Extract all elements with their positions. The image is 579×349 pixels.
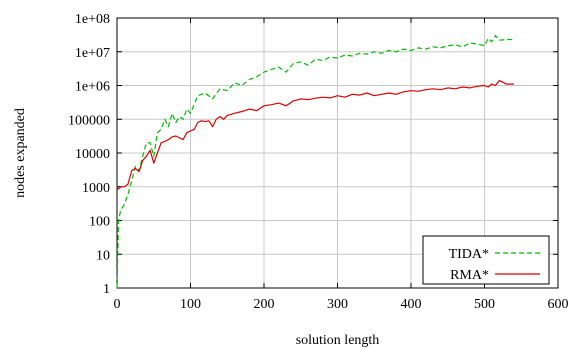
grid — [117, 18, 558, 288]
y-tick-label: 10 — [96, 248, 110, 263]
y-axis-title: nodes expanded — [13, 108, 28, 198]
y-tick-label: 10000 — [75, 147, 110, 162]
y-tick-label: 1e+07 — [75, 46, 110, 61]
x-tick-label: 400 — [401, 297, 422, 312]
x-tick-label: 600 — [548, 297, 569, 312]
y-tick-label: 1 — [103, 282, 110, 297]
y-tick-label: 100000 — [68, 113, 110, 128]
y-tick-label: 1000 — [82, 181, 110, 196]
x-tick-label: 100 — [180, 297, 201, 312]
y-tick-label: 1e+08 — [75, 12, 110, 27]
y-tick-label: 100 — [89, 215, 110, 230]
series-line-rma — [116, 79, 514, 191]
series-layer — [116, 34, 514, 289]
series-line-tida — [116, 34, 514, 289]
legend-box — [422, 235, 550, 285]
x-tick-label: 0 — [114, 297, 121, 312]
x-tick-label: 300 — [327, 297, 348, 312]
legend-label-rma: RMA* — [450, 268, 489, 283]
x-axis-title: solution length — [296, 333, 380, 348]
x-tick-label: 200 — [254, 297, 275, 312]
ticks: 0 100 200 300 400 500 600 1 10 100 1000 10000 100000… — [68, 12, 569, 312]
legend-label-tida: TIDA* — [449, 247, 489, 262]
y-tick-label: 1e+06 — [75, 80, 110, 95]
legend: TIDA* RMA* — [422, 235, 550, 285]
x-tick-label: 500 — [474, 297, 495, 312]
